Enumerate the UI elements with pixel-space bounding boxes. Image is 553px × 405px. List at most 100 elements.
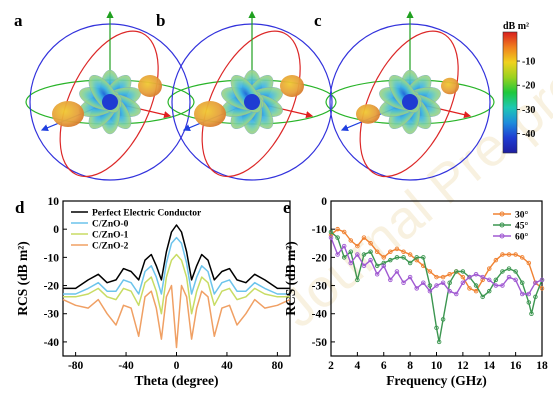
data-point [421,280,426,285]
y-tick-label: -30 [44,309,60,321]
legend-marker [499,233,505,239]
data-point [394,246,400,252]
data-point [394,269,400,274]
panel-label: e [283,198,291,217]
legend-label: 30° [515,210,529,221]
data-point [434,283,439,288]
main-lobe-left [52,101,84,127]
data-point [381,260,387,266]
y-tick-label: -40 [312,309,328,321]
colorbar-title: dB m² [503,21,529,32]
data-point [427,288,433,294]
x-tick-label: 0 [174,360,180,372]
data-point [368,257,373,263]
data-point [526,260,532,266]
data-point [355,252,360,257]
series-line [63,236,290,295]
series-line [62,284,291,349]
data-point [487,266,492,271]
rcs-3d-panels: a b c [14,10,495,181]
data-point [407,252,413,257]
rcs-3d-panel-a: a [14,10,195,181]
data-point [506,266,512,271]
data-point [454,269,459,274]
panel-label: a [14,11,23,30]
data-point [414,255,419,260]
data-point [388,249,393,254]
x-tick-label: 8 [407,360,413,372]
data-point [500,283,505,288]
data-point [467,286,472,291]
data-point [460,269,466,274]
main-lobe-left [194,101,226,127]
legend-label: C/ZnO-1 [92,231,129,241]
data-point [388,257,393,263]
data-point [361,235,367,240]
y-tick-label: -20 [312,252,328,264]
data-point [368,249,373,254]
data-point [335,235,340,240]
legend-label: 45° [515,221,529,232]
data-point [440,280,446,285]
data-point [513,269,518,274]
data-point [493,257,499,263]
data-point [341,255,347,260]
data-point [328,232,334,238]
data-point [519,280,525,285]
vertical-circle-red [59,30,159,178]
data-point [401,255,406,260]
data-point [533,294,538,300]
data-point [480,294,485,300]
legend-label: C/ZnO-2 [92,242,129,252]
series-line [330,231,543,343]
colorbar-tick-label: -40 [522,129,535,140]
data-point [493,283,499,288]
x-tick-label: 14 [484,360,496,372]
legend-label: C/ZnO-0 [92,220,129,230]
data-point [487,277,492,283]
x-tick-label: 18 [536,360,548,372]
data-point [539,277,545,283]
data-point [328,235,334,240]
x-tick-label: 40 [221,360,233,372]
data-point [427,269,433,274]
data-point [394,255,400,260]
series-line [330,237,543,295]
data-point [374,263,380,269]
main-lobe-left [356,104,380,124]
y-tick-label: 0 [53,224,59,236]
data-point [361,263,367,269]
data-point [513,252,518,257]
data-point [335,226,340,232]
legend-marker [499,222,505,228]
data-point [381,255,387,260]
y-tick-label: -30 [312,281,328,293]
data-point [440,317,446,322]
rcs-3d-panel-c: c [314,10,495,181]
data-point [407,274,413,280]
x-tick-label: 10 [431,360,443,372]
data-point [368,241,373,246]
data-point [500,252,505,257]
data-point [519,291,525,297]
data-point [427,283,433,288]
data-point [460,280,466,285]
scatter-pattern [79,69,141,135]
y-tick-label: -40 [44,337,60,349]
scatter-center [244,94,260,110]
data-point [473,272,479,277]
x-tick-label: 2 [328,360,334,372]
y-tick-label: 10 [48,196,60,208]
data-point [447,288,452,294]
x-axis-label: Theta (degree) [134,373,218,388]
y-tick-label: -10 [44,252,60,264]
x-tick-label: 4 [355,360,361,372]
series-line [63,253,290,315]
x-tick-label: -80 [68,360,84,372]
data-point [480,277,485,283]
series-line [63,224,290,290]
x-tick-label: 12 [457,360,469,372]
panel-label: d [15,198,25,217]
data-point [447,280,452,285]
